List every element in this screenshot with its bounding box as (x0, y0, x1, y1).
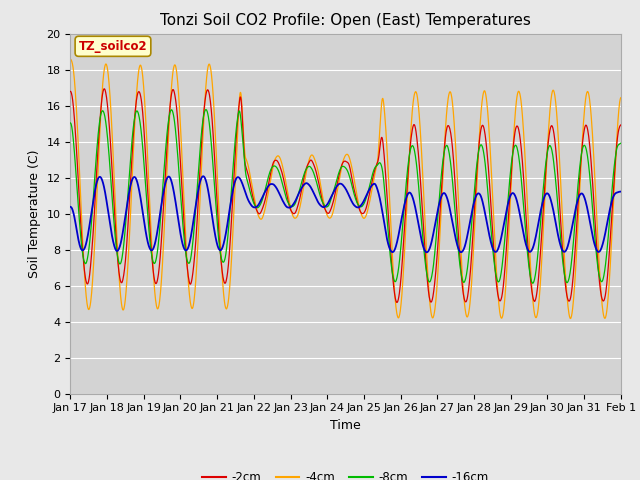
Y-axis label: Soil Temperature (C): Soil Temperature (C) (28, 149, 41, 278)
Title: Tonzi Soil CO2 Profile: Open (East) Temperatures: Tonzi Soil CO2 Profile: Open (East) Temp… (160, 13, 531, 28)
Legend: -2cm, -4cm, -8cm, -16cm: -2cm, -4cm, -8cm, -16cm (197, 466, 494, 480)
X-axis label: Time: Time (330, 419, 361, 432)
Text: TZ_soilco2: TZ_soilco2 (79, 40, 147, 53)
